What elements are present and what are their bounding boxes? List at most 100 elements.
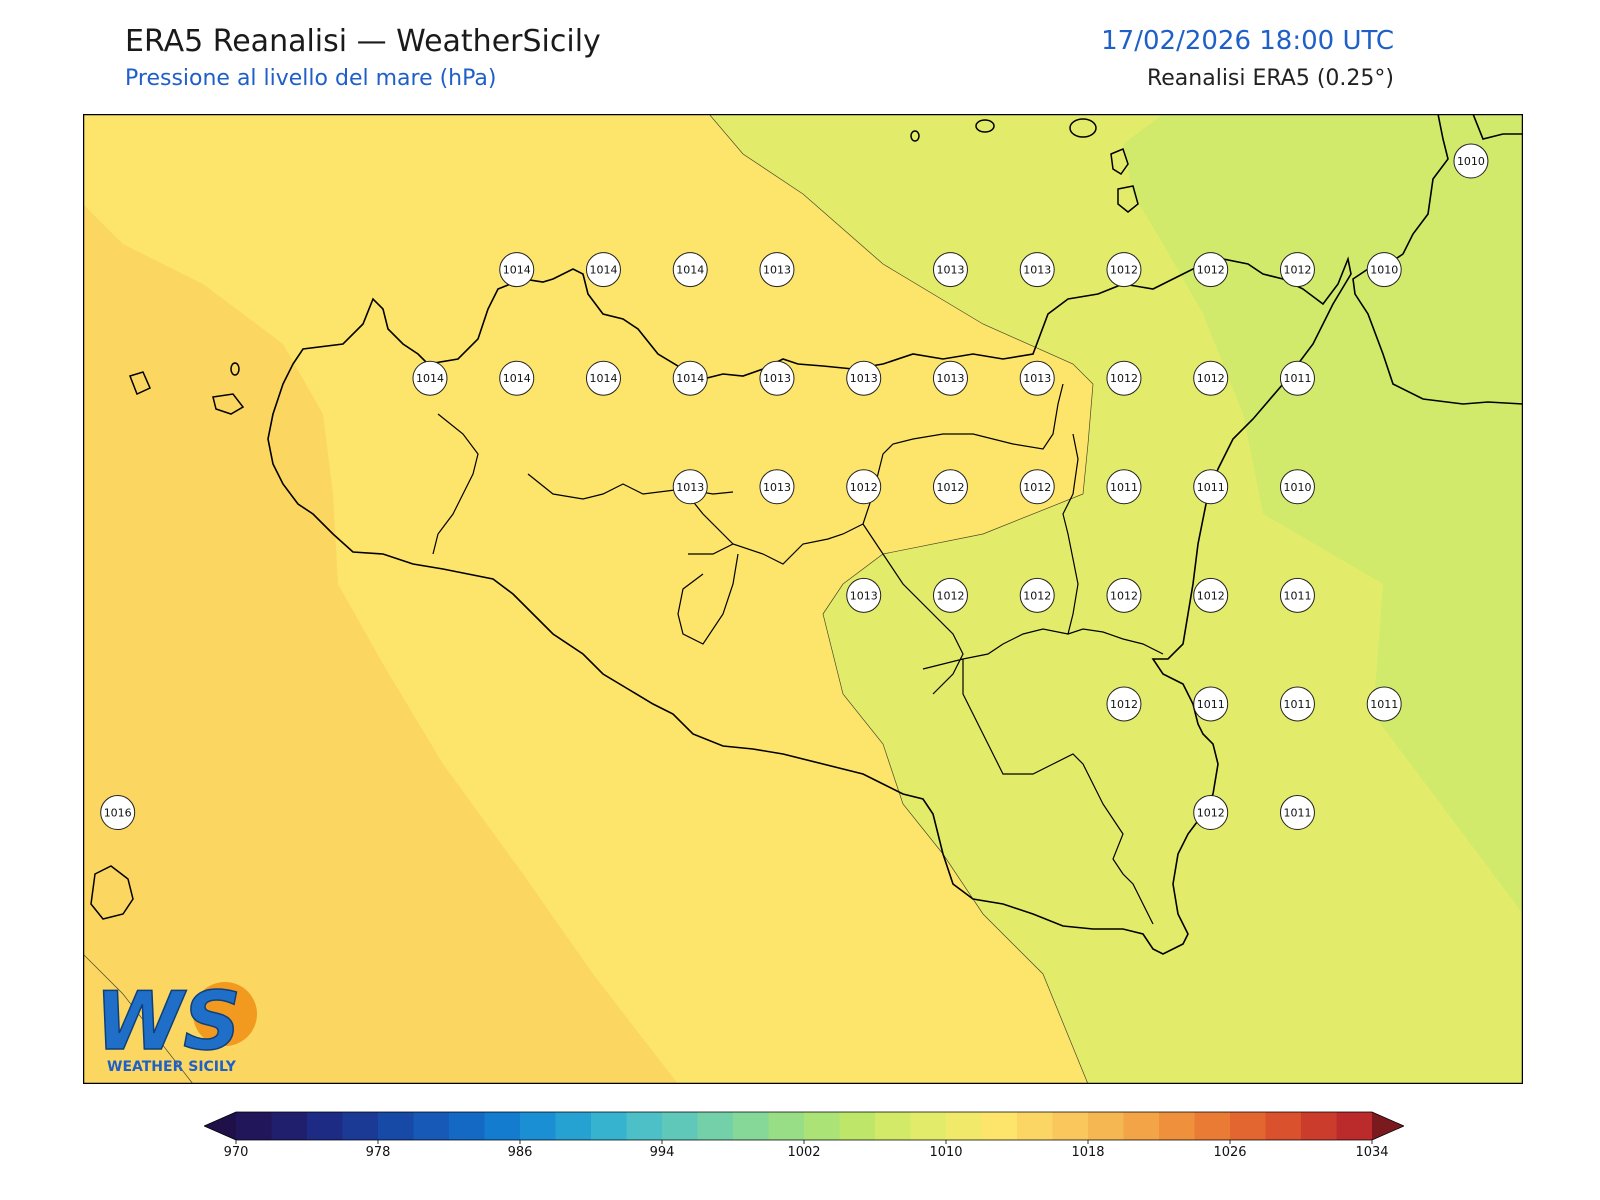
colorbar-swatch bbox=[1159, 1112, 1195, 1140]
colorbar-swatch bbox=[413, 1112, 450, 1140]
station-marker: 1011 bbox=[1193, 686, 1229, 722]
station-circle bbox=[585, 252, 621, 288]
station-value: 1011 bbox=[1197, 481, 1225, 494]
station-marker: 1014 bbox=[672, 360, 708, 396]
station-marker: 1013 bbox=[846, 360, 882, 396]
logo-sun-icon bbox=[193, 982, 257, 1046]
station-circle bbox=[672, 252, 708, 288]
field-band-1016 bbox=[83, 204, 678, 1084]
station-circle bbox=[1279, 252, 1315, 288]
pantelleria-island bbox=[90, 865, 134, 920]
station-circle bbox=[932, 252, 968, 288]
colorbar-swatch bbox=[946, 1112, 982, 1140]
station-marker: 1012 bbox=[1193, 577, 1229, 613]
station-marker: 1012 bbox=[1193, 360, 1229, 396]
station-value: 1012 bbox=[850, 481, 878, 494]
station-value: 1013 bbox=[936, 264, 964, 277]
station-marker: 1011 bbox=[1193, 469, 1229, 505]
colorbar-swatch bbox=[839, 1112, 876, 1140]
station-marker: 1012 bbox=[846, 469, 882, 505]
isobar-line bbox=[83, 953, 194, 1084]
station-marker: 1010 bbox=[1366, 252, 1402, 288]
colorbar-swatch bbox=[1336, 1112, 1373, 1140]
station-value: 1012 bbox=[1110, 264, 1138, 277]
colorbar-swatch bbox=[910, 1112, 947, 1140]
colorbar-swatches bbox=[203, 1111, 1405, 1141]
colorbar-swatch bbox=[236, 1112, 272, 1140]
station-marker: 1012 bbox=[1106, 577, 1142, 613]
station-marker: 1013 bbox=[846, 577, 882, 613]
station-value: 1014 bbox=[503, 372, 531, 385]
station-circle bbox=[1019, 577, 1055, 613]
station-value: 1014 bbox=[503, 264, 531, 277]
colorbar-swatch bbox=[307, 1112, 343, 1140]
station-circle bbox=[932, 360, 968, 396]
station-value: 1016 bbox=[104, 807, 132, 820]
station-marker: 1011 bbox=[1279, 795, 1315, 831]
station-value: 1012 bbox=[1110, 698, 1138, 711]
colorbar-swatch bbox=[484, 1112, 521, 1140]
station-value: 1012 bbox=[1197, 372, 1225, 385]
station-marker: 1011 bbox=[1279, 686, 1315, 722]
aeolian-islands bbox=[910, 118, 1139, 213]
station-value: 1012 bbox=[1110, 372, 1138, 385]
station-value: 1013 bbox=[763, 481, 791, 494]
colorbar-tick-label: 978 bbox=[366, 1145, 391, 1160]
station-marker: 1011 bbox=[1279, 577, 1315, 613]
station-value: 1014 bbox=[589, 264, 617, 277]
station-marker: 1013 bbox=[672, 469, 708, 505]
province-boundaries bbox=[432, 383, 1164, 925]
station-value: 1010 bbox=[1457, 155, 1485, 168]
colorbar-swatch bbox=[1017, 1112, 1053, 1140]
station-circle bbox=[100, 795, 136, 831]
station-labels: 1010 1010 1014 1014 1014 1013 1013 1013 1012 1012… bbox=[100, 143, 1489, 831]
isobar-line bbox=[708, 114, 1094, 1084]
colorbar-swatch bbox=[1123, 1112, 1160, 1140]
station-marker: 1010 bbox=[1453, 143, 1489, 179]
station-circle bbox=[1106, 360, 1142, 396]
station-marker: 1011 bbox=[1106, 469, 1142, 505]
station-value: 1012 bbox=[936, 481, 964, 494]
station-marker: 1014 bbox=[585, 252, 621, 288]
station-marker: 1014 bbox=[499, 360, 535, 396]
colorbar-tick-label: 970 bbox=[224, 1145, 249, 1160]
station-marker: 1011 bbox=[1279, 360, 1315, 396]
station-value: 1014 bbox=[416, 372, 444, 385]
station-circle bbox=[672, 360, 708, 396]
station-value: 1012 bbox=[936, 589, 964, 602]
station-circle bbox=[1106, 469, 1142, 505]
colorbar-ticks: 970 978 986 994 1002 1010 1018 1026 1034 bbox=[224, 1140, 1389, 1160]
station-circle bbox=[759, 469, 795, 505]
colorbar-swatch bbox=[981, 1112, 1018, 1140]
station-value: 1011 bbox=[1110, 481, 1138, 494]
station-circle bbox=[1279, 686, 1315, 722]
station-circle bbox=[585, 360, 621, 396]
station-value: 1010 bbox=[1370, 264, 1398, 277]
station-circle bbox=[1279, 360, 1315, 396]
station-circle bbox=[1106, 252, 1142, 288]
station-value: 1014 bbox=[676, 372, 704, 385]
station-circle bbox=[1279, 469, 1315, 505]
station-circle bbox=[1019, 252, 1055, 288]
station-value: 1011 bbox=[1283, 589, 1311, 602]
station-marker: 1013 bbox=[932, 252, 968, 288]
colorbar-tick-label: 1034 bbox=[1355, 1145, 1388, 1160]
colorbar-tick-label: 1010 bbox=[929, 1145, 962, 1160]
station-value: 1013 bbox=[1023, 264, 1051, 277]
station-marker: 1012 bbox=[1106, 686, 1142, 722]
station-circle bbox=[499, 360, 535, 396]
station-value: 1012 bbox=[1023, 481, 1051, 494]
colorbar-tick-label: 1026 bbox=[1213, 1145, 1246, 1160]
station-marker: 1013 bbox=[1019, 252, 1055, 288]
forecast-datetime: 17/02/2026 18:00 UTC bbox=[1101, 26, 1394, 56]
station-circle bbox=[1279, 577, 1315, 613]
colorbar-swatch bbox=[591, 1112, 627, 1140]
station-marker: 1012 bbox=[1019, 469, 1055, 505]
logo-letters: WS bbox=[95, 975, 241, 1068]
station-circle bbox=[1019, 469, 1055, 505]
station-marker: 1012 bbox=[1019, 577, 1055, 613]
station-circle bbox=[1106, 686, 1142, 722]
colorbar-swatch bbox=[1194, 1112, 1231, 1140]
station-circle bbox=[499, 252, 535, 288]
station-value: 1011 bbox=[1283, 807, 1311, 820]
